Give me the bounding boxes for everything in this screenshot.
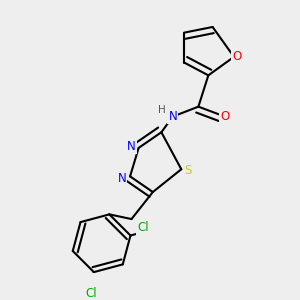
Text: Cl: Cl — [85, 287, 97, 300]
Text: Cl: Cl — [137, 221, 148, 234]
Text: S: S — [184, 164, 191, 177]
Text: N: N — [127, 140, 136, 153]
Text: O: O — [220, 110, 229, 123]
Text: H: H — [158, 105, 166, 115]
Text: N: N — [118, 172, 127, 185]
Text: O: O — [232, 50, 242, 63]
Text: N: N — [168, 110, 177, 123]
